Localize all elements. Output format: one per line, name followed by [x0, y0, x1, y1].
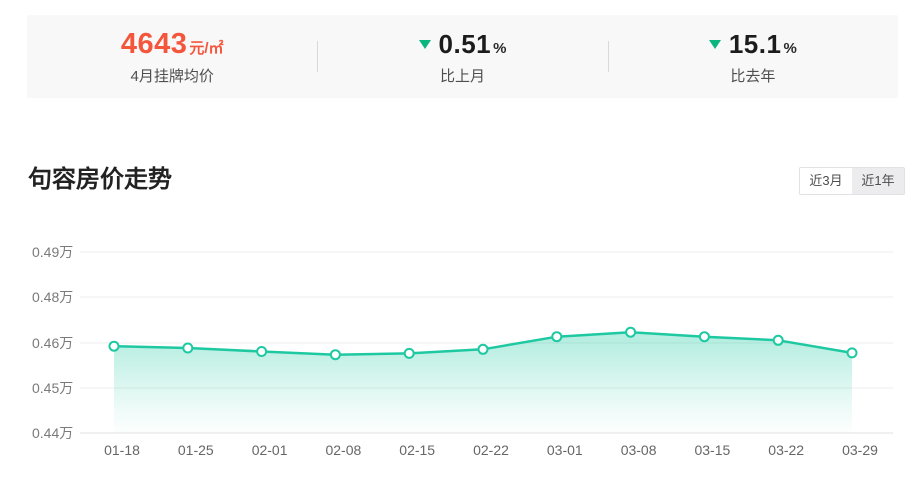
x-axis-label: 02-01 [251, 442, 288, 458]
mom-label: 比上月 [439, 67, 485, 85]
data-point-marker[interactable] [256, 346, 268, 357]
y-axis-label: 0.46万 [32, 335, 74, 351]
stat-year-over-year: 15.1 % 比去年 [607, 15, 898, 98]
data-point-marker[interactable] [403, 347, 415, 359]
price-trend-chart: 0.49万 0.48万 0.46万 0.45万 0.44万 01-18 01-25 02-01… [0, 210, 912, 484]
yoy-label: 比去年 [730, 67, 776, 85]
x-axis-label: 03-29 [842, 442, 878, 458]
x-axis-label: 02-22 [473, 442, 509, 458]
x-axis-label: 03-01 [546, 442, 583, 458]
x-axis-label: 03-15 [694, 442, 731, 458]
down-triangle-icon [708, 40, 721, 49]
data-point-marker[interactable] [551, 331, 563, 343]
x-axis-label: 02-08 [325, 442, 362, 458]
stats-bar: 4643 元/㎡ 4月挂牌均价 0.51 % 比上月 15.1 % 比去年 [27, 15, 898, 98]
y-axis-label: 0.48万 [32, 289, 74, 305]
data-point-marker[interactable] [108, 340, 120, 352]
range-tabs: 近3月 近1年 [799, 167, 905, 195]
data-point-marker[interactable] [182, 342, 194, 354]
price-unit: 元/㎡ [189, 40, 224, 57]
y-axis-label: 0.49万 [32, 244, 74, 260]
trend-line-svg [80, 251, 893, 434]
y-axis-label: 0.45万 [32, 380, 74, 396]
yoy-value: 15.1 [728, 29, 782, 59]
data-point-marker[interactable] [772, 334, 784, 346]
x-axis-label: 03-08 [620, 442, 657, 458]
x-axis-label: 03-22 [768, 442, 805, 458]
x-axis-label: 02-15 [399, 442, 436, 458]
mom-number: 0.51 % [439, 29, 507, 60]
data-point-marker[interactable] [698, 331, 710, 343]
area-fill [114, 332, 852, 433]
price-value: 4643 [120, 28, 188, 60]
mom-value: 0.51 [438, 29, 492, 59]
mom-unit: % [493, 40, 507, 57]
stat-month-over-month: 0.51 % 比上月 [317, 15, 607, 98]
data-point-marker[interactable] [477, 343, 489, 355]
stat-mom-row: 0.51 % [418, 28, 507, 62]
y-axis-label: 0.44万 [32, 425, 74, 441]
data-point-marker[interactable] [846, 347, 858, 359]
price-number: 4643 元/㎡ [121, 28, 224, 61]
data-point-marker[interactable] [625, 326, 637, 338]
tab-last-1-year[interactable]: 近1年 [852, 168, 904, 194]
yoy-number: 15.1 % [729, 29, 797, 60]
stat-price: 4643 元/㎡ 4月挂牌均价 [27, 15, 317, 98]
down-triangle-icon [418, 40, 431, 49]
yoy-unit: % [783, 40, 797, 57]
page-title: 句容房价走势 [28, 166, 172, 193]
stat-price-row: 4643 元/㎡ [121, 28, 224, 62]
price-label: 4月挂牌均价 [130, 67, 214, 85]
x-axis-label: 01-25 [177, 442, 214, 458]
x-axis-label: 01-18 [104, 442, 140, 458]
tab-last-3-months[interactable]: 近3月 [800, 168, 852, 194]
data-point-marker[interactable] [329, 349, 341, 361]
stat-yoy-row: 15.1 % [708, 28, 797, 62]
